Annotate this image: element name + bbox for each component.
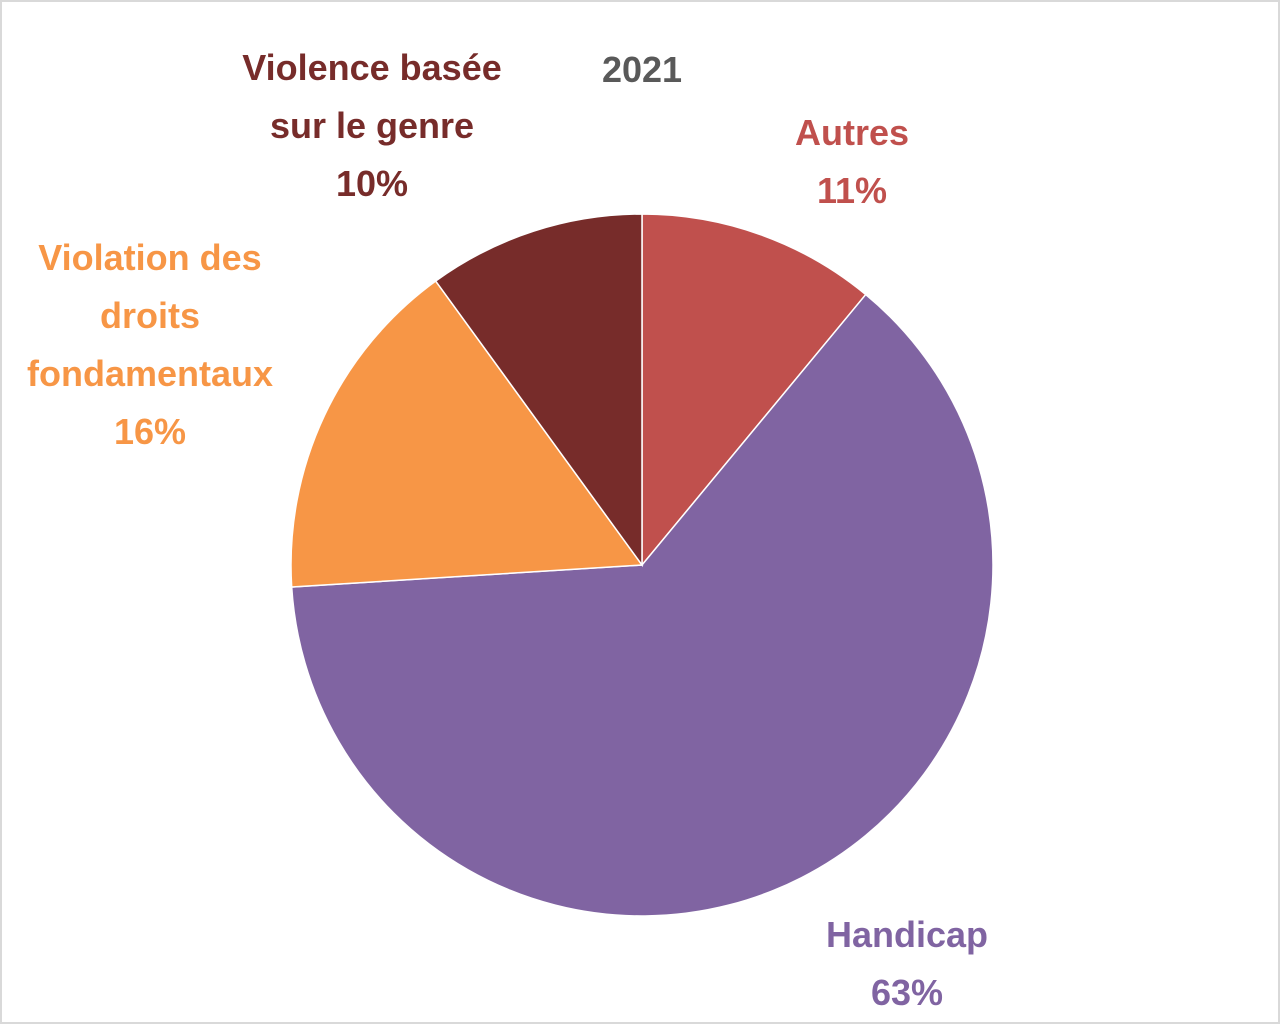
slice-label-autres: Autres 11% <box>795 112 909 211</box>
slice-label-violation-des-droits-fondamentaux: Violation des droits fondamentaux 16% <box>27 237 273 452</box>
slice-label-handicap: Handicap 63% <box>826 914 988 1013</box>
pie-slice-autres <box>641 213 867 568</box>
pie-slice-handicap <box>290 293 994 917</box>
pie-slice-violation-des-droits-fondamentaux <box>290 279 644 588</box>
chart-title: 2021 <box>602 49 682 90</box>
slice-label-violence-bas-e-sur-le-genre: Violence basée sur le genre 10% <box>242 47 502 204</box>
pie-labels: Autres 11% Handicap 63% Violation des droits f… <box>27 47 988 1013</box>
pie-slice-violence-bas-e-sur-le-genre <box>434 213 643 568</box>
pie-slices <box>290 213 994 917</box>
